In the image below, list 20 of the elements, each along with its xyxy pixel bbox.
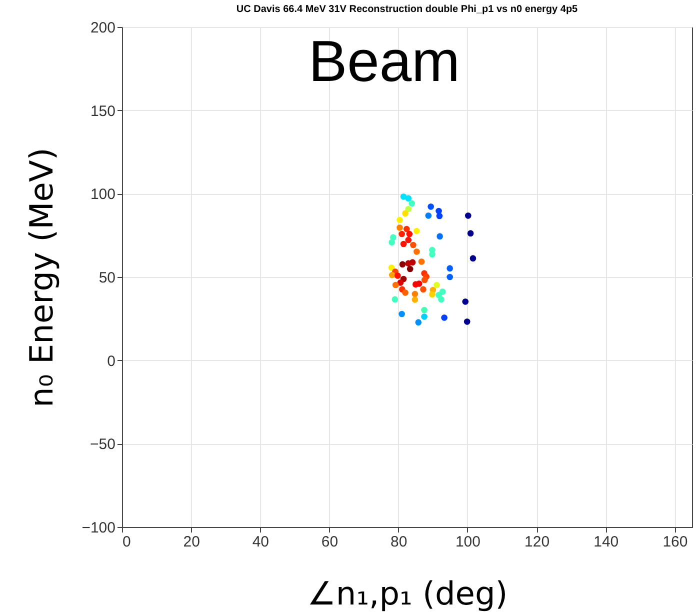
x-tick-label: 40: [252, 534, 270, 550]
y-tick-label: 50: [98, 270, 116, 286]
x-tick-label: 60: [321, 534, 338, 550]
x-tick-label: 140: [594, 534, 619, 550]
x-tick-label: 120: [524, 534, 550, 550]
chart-title: UC Davis 66.4 MeV 31V Reconstruction double Phi_p1 vs n0 energy 4p5: [236, 4, 578, 15]
y-tick-label: 100: [90, 186, 116, 204]
y-tick-label: −100: [82, 520, 116, 536]
x-tick-label: 160: [662, 534, 688, 550]
y-tick-label: 150: [90, 102, 116, 120]
y-axis-title: n₀ Energy (MeV): [22, 148, 61, 408]
x-tick-label: 0: [122, 534, 131, 550]
x-tick-label: 80: [390, 534, 408, 550]
x-tick-label: 100: [455, 534, 480, 550]
x-tick-label: 20: [183, 534, 200, 550]
y-tick-label: −50: [90, 436, 116, 454]
y-tick-label: 0: [107, 352, 116, 370]
y-tick-label: 200: [90, 20, 116, 36]
x-axis-title: ∠n₁,p₁ (deg): [307, 574, 508, 612]
annotation: Beam: [308, 29, 460, 94]
